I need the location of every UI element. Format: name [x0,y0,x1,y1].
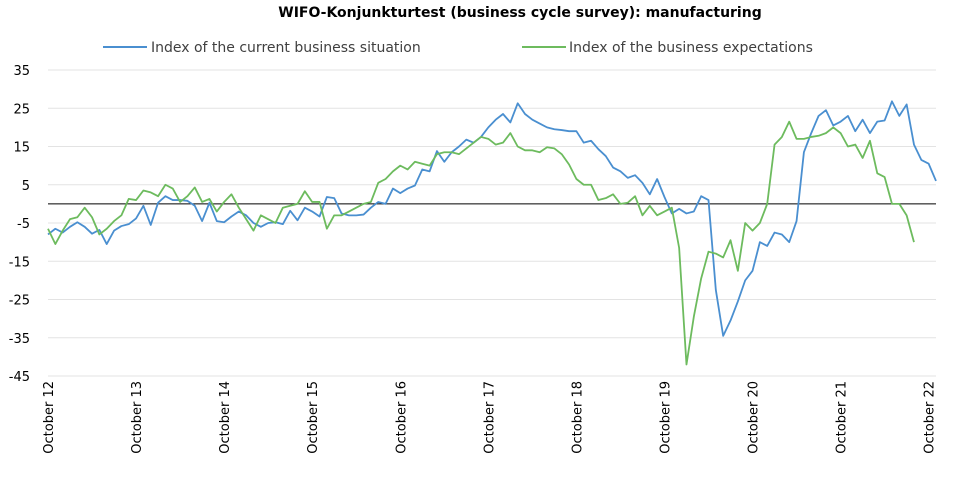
y-tick-label: -15 [9,255,30,270]
series-line-business-expectations [47,120,915,366]
y-tick-label: 5 [22,179,30,194]
y-tick-label: 15 [13,141,30,156]
y-tick-label: -45 [9,370,30,385]
legend: Index of the current business situation … [103,40,813,56]
x-tick-label: October 14 [218,381,233,454]
y-tick-label: -25 [9,294,30,309]
x-tick-label: October 21 [835,381,850,454]
chart-title: WIFO-Konjunkturtest (business cycle surv… [278,5,761,21]
x-tick-label: October 18 [570,381,585,454]
series-line-current-situation [47,100,937,337]
y-tick-label: 35 [13,64,30,79]
y-tick-label: -5 [17,217,30,232]
y-tick-label: -35 [9,332,30,347]
x-tick-label: October 12 [42,381,57,454]
x-tick-label: October 15 [306,381,321,454]
gridlines [48,69,936,377]
x-tick-label: October 16 [394,381,409,454]
x-tick-label: October 17 [482,381,497,454]
x-axis-ticks: October 12 October 13 October 14 October 15… [42,381,938,454]
y-axis-ticks: 35 25 15 5 -5 -15 -25 -35 -45 [9,64,30,385]
x-tick-label: October 13 [130,381,145,454]
legend-label-business-expectations: Index of the business expectations [569,40,813,56]
y-tick-label: 25 [13,102,30,117]
x-tick-label: October 22 [923,381,938,454]
series-lines [47,100,937,366]
legend-label-current-situation: Index of the current business situation [151,40,421,56]
x-tick-label: October 20 [747,381,762,454]
x-tick-label: October 19 [658,381,673,454]
